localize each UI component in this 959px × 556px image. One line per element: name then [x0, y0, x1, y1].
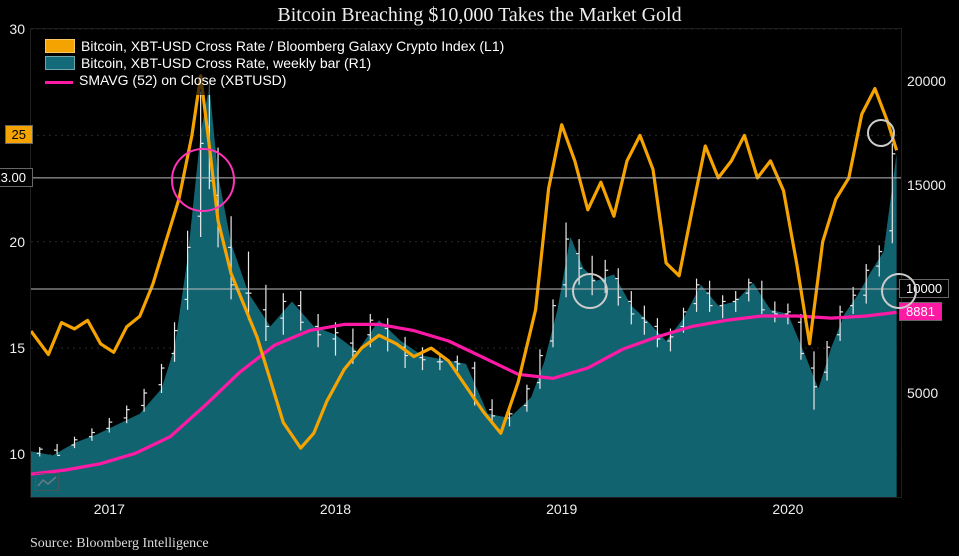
source-label: Source: Bloomberg Intelligence — [30, 536, 209, 552]
chart-container: Bitcoin Breaching $10,000 Takes the Mark… — [0, 0, 959, 556]
legend-label-2: Bitcoin, XBT-USD Cross Rate, weekly bar … — [81, 55, 371, 71]
legend-swatch-3 — [45, 81, 73, 84]
legend-swatch-2 — [45, 56, 75, 70]
annotation-ring — [171, 148, 235, 212]
legend-label-1: Bitcoin, XBT-USD Cross Rate / Bloomberg … — [81, 38, 504, 54]
legend-row-3: SMAVG (52) on Close (XBTUSD) — [45, 72, 504, 88]
annotation-ring — [881, 273, 917, 309]
legend-swatch-1 — [45, 39, 75, 53]
legend-row-1: Bitcoin, XBT-USD Cross Rate / Bloomberg … — [45, 38, 504, 54]
chart-type-icon[interactable] — [35, 473, 59, 491]
legend: Bitcoin, XBT-USD Cross Rate / Bloomberg … — [39, 31, 514, 95]
annotation-ring — [572, 273, 608, 309]
chart-svg — [31, 29, 901, 497]
plot-area: Bitcoin, XBT-USD Cross Rate / Bloomberg … — [30, 28, 902, 498]
legend-label-3: SMAVG (52) on Close (XBTUSD) — [79, 72, 286, 88]
chart-title: Bitcoin Breaching $10,000 Takes the Mark… — [0, 4, 959, 27]
legend-row-2: Bitcoin, XBT-USD Cross Rate, weekly bar … — [45, 55, 504, 71]
